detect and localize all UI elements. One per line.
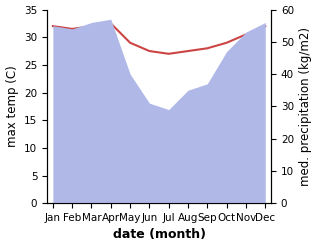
Y-axis label: med. precipitation (kg/m2): med. precipitation (kg/m2) — [300, 27, 313, 186]
Y-axis label: max temp (C): max temp (C) — [5, 65, 18, 147]
X-axis label: date (month): date (month) — [113, 228, 205, 242]
